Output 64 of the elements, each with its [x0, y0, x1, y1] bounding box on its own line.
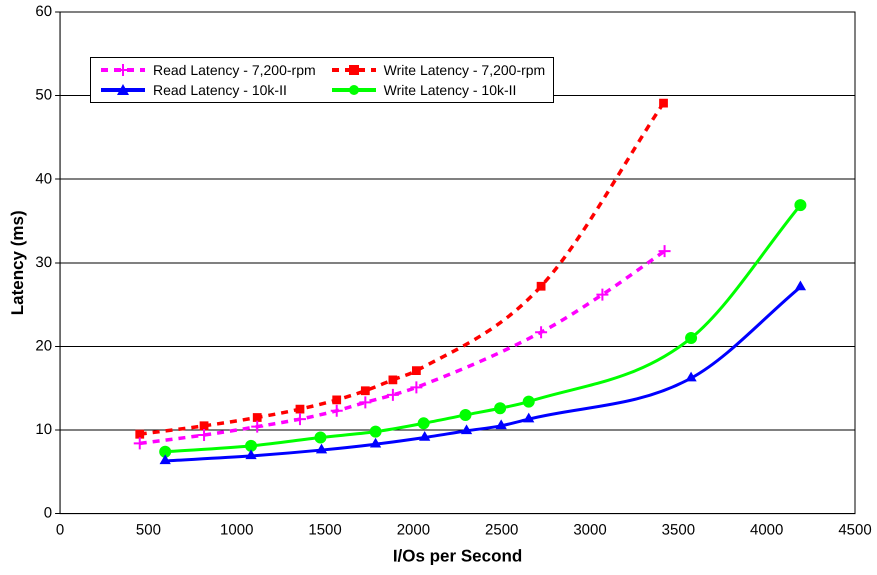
x-tick-label: 0 [56, 522, 64, 539]
point [296, 404, 304, 414]
point [595, 288, 610, 302]
point [358, 395, 372, 410]
point [132, 436, 147, 450]
x-tick-label: 1000 [220, 522, 254, 539]
x-tick-label: 2500 [485, 522, 518, 539]
legend-label: Write Latency - 10k-II [384, 82, 516, 98]
y-tick-label: 0 [44, 504, 52, 522]
point [536, 282, 546, 291]
point [795, 281, 806, 290]
point [252, 413, 262, 422]
point [523, 413, 534, 422]
y-axis-title: Latency (ms) [8, 210, 27, 316]
x-tick-label: 3000 [573, 522, 607, 539]
point [200, 421, 208, 430]
point [159, 446, 172, 458]
point [794, 199, 806, 212]
point [412, 366, 421, 376]
x-axis-title: I/Os per Second [392, 546, 522, 566]
x-tick-label: 1500 [308, 522, 342, 539]
legend-label: Write Latency - 7,200-rpm [384, 62, 546, 78]
point [496, 420, 506, 430]
point [197, 428, 212, 442]
point [316, 444, 327, 454]
point [494, 402, 506, 414]
point [686, 372, 696, 382]
point [370, 426, 382, 438]
point [658, 244, 672, 258]
point [314, 432, 326, 444]
y-tick-label: 10 [35, 421, 52, 438]
legend-label: Read Latency - 7,200-rpm [153, 62, 316, 78]
point [135, 430, 144, 439]
point [409, 380, 424, 394]
point [160, 454, 170, 464]
point [659, 98, 668, 108]
point [534, 325, 548, 340]
point [388, 375, 398, 384]
point [246, 450, 256, 460]
point [522, 396, 535, 408]
point [332, 396, 342, 404]
legend-label: Read Latency - 10k-II [153, 82, 287, 98]
y-tick-label: 40 [35, 170, 52, 188]
point [330, 404, 344, 418]
x-tick-label: 4000 [750, 522, 784, 539]
y-tick-label: 60 [35, 3, 52, 20]
point [360, 386, 370, 396]
x-tick-label: 4500 [838, 522, 872, 539]
point [419, 432, 430, 441]
point [250, 420, 264, 434]
x-tick-label: 2000 [396, 522, 430, 539]
point [245, 440, 258, 452]
x-tick-label: 500 [136, 522, 161, 539]
point [418, 417, 430, 430]
point [370, 438, 381, 448]
point [292, 412, 307, 426]
point [461, 424, 472, 434]
y-tick-label: 30 [35, 254, 52, 271]
point [386, 388, 400, 402]
x-tick-label: 3500 [662, 522, 696, 539]
point [685, 332, 698, 344]
y-tick-label: 20 [35, 338, 52, 355]
y-tick-label: 50 [35, 86, 52, 104]
point [459, 408, 472, 421]
